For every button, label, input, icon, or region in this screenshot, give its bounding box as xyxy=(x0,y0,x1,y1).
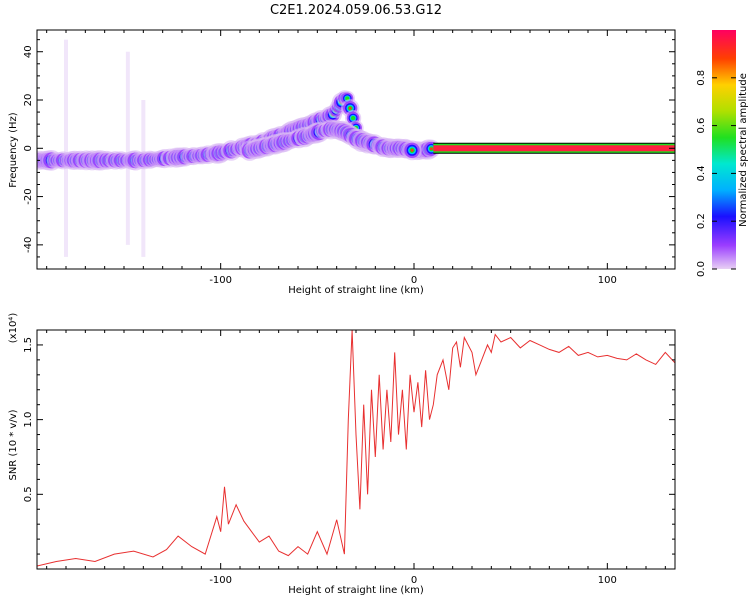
y-tick-label: 20 xyxy=(23,94,34,107)
spectral-speckle-streak xyxy=(64,39,68,257)
snr-line xyxy=(37,330,675,567)
x-tick-label: 0 xyxy=(411,575,417,586)
colorbar-tick-label: 0.8 xyxy=(696,70,707,86)
colorbar-gradient xyxy=(712,30,736,269)
colorbar: 0.0 0.2 0.4 0.6 0.8 Normalized spectral ampl… xyxy=(696,30,749,277)
y-multiplier-label: (x10⁴) xyxy=(8,313,19,344)
spectral-pixel xyxy=(350,115,356,121)
spectral-ridge xyxy=(37,90,441,171)
spectral-pixel xyxy=(430,147,433,151)
top-y-axis-label: Frequency (Hz) xyxy=(8,112,19,188)
flat-band-core xyxy=(433,145,675,152)
spectral-pixel xyxy=(410,148,414,152)
spectral-speckle-streak xyxy=(141,100,146,257)
y-tick-label: 0 xyxy=(23,145,34,151)
x-tick-label: 0 xyxy=(411,275,417,286)
x-tick-label: 100 xyxy=(598,575,617,586)
bottom-y-axis-label: SNR (10 * v/v) xyxy=(8,409,19,480)
spectral-ridge xyxy=(433,142,675,154)
top-x-axis-label: Height of straight line (km) xyxy=(288,285,424,296)
x-tick-label: -100 xyxy=(209,575,232,586)
chart-title: C2E1.2024.059.06.53.G12 xyxy=(270,3,442,18)
y-tick-label: -40 xyxy=(23,237,34,253)
bottom-x-axis-label: Height of straight line (km) xyxy=(288,585,424,596)
y-tick-label: 40 xyxy=(23,45,34,58)
snr-frame xyxy=(36,329,676,570)
spectral-pixel xyxy=(348,106,352,110)
y-tick-label: 1.5 xyxy=(23,337,34,353)
colorbar-label: Normalized spectral amplitude xyxy=(738,73,749,227)
colorbar-tick-label: 0.4 xyxy=(696,165,707,181)
y-tick-label: 1.0 xyxy=(23,412,34,428)
spectral-ridge xyxy=(239,119,422,161)
y-tick-label: 0.5 xyxy=(23,486,34,502)
snr-panel: -100 0 100 0.5 1.0 1.5 Height of straight lin… xyxy=(8,313,676,596)
spectrogram-panel: -100 0 100 -40 -20 0 20 40 Height of straight l… xyxy=(8,29,676,296)
colorbar-tick-label: 0.2 xyxy=(696,213,707,229)
x-tick-label: -100 xyxy=(209,275,232,286)
x-tick-label: 100 xyxy=(598,275,617,286)
y-tick-label: -20 xyxy=(23,188,34,204)
spectral-speckle-streak xyxy=(125,51,130,245)
colorbar-tick-label: 0.6 xyxy=(696,118,707,134)
colorbar-tick-label: 0.0 xyxy=(696,261,707,277)
